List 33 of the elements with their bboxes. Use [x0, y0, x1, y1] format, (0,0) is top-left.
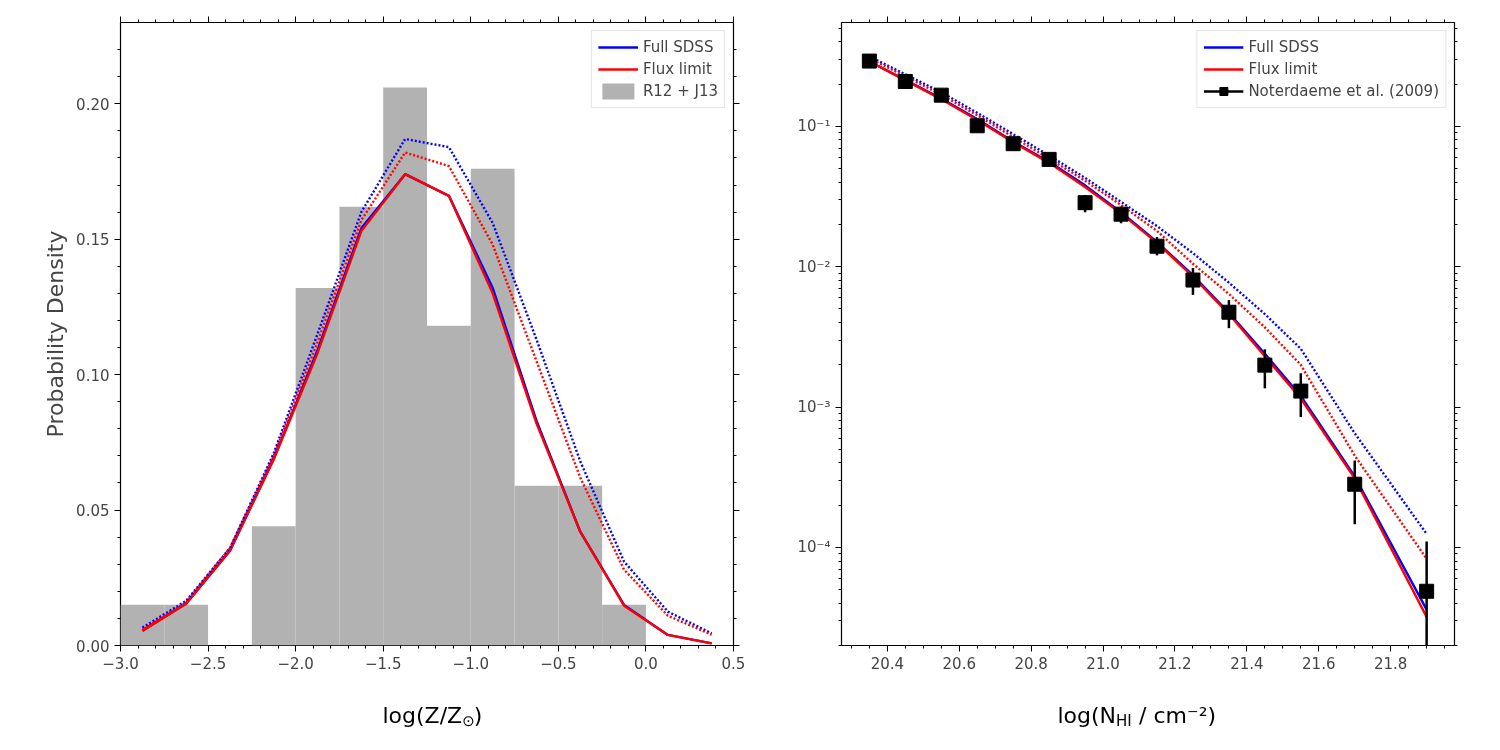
y-tick-label: 10⁻⁴	[797, 538, 831, 557]
x-axis-title: log(Z/Z⊙)	[382, 702, 483, 730]
y-tick-label: 10⁻¹	[797, 117, 831, 136]
x-tick-label: −3.0	[102, 654, 139, 673]
x-tick-label: −1.0	[452, 654, 490, 673]
x-tick-label: −0.5	[540, 654, 577, 673]
legend-label: Flux limit	[642, 60, 712, 78]
x-tick-label: 21.8	[1373, 654, 1408, 673]
x-tick-label: −2.0	[277, 654, 314, 673]
x-tick-label: −2.5	[189, 654, 227, 673]
legend-label: Full SDSS	[642, 38, 714, 56]
legend-label: Noterdaeme et al. (2009)	[1248, 82, 1439, 100]
x-tick-label: 21.2	[1158, 654, 1192, 673]
legend-label: Flux limit	[1248, 60, 1318, 78]
y-tick-label: 10⁻³	[797, 398, 831, 417]
y-tick-label: 0.15	[76, 231, 110, 250]
x-tick-label: 0.5	[721, 654, 746, 673]
x-tick-label: 21.4	[1230, 654, 1264, 673]
y-tick-label: 0.10	[76, 366, 110, 385]
y-tick-label: 0.05	[76, 502, 110, 521]
x-tick-label: 20.8	[1014, 654, 1048, 673]
x-tick-label: 21.0	[1086, 654, 1120, 673]
x-tick-label: 0.0	[634, 654, 658, 673]
legend-label: Full SDSS	[1248, 38, 1319, 56]
x-tick-label: 20.4	[870, 654, 905, 673]
y-tick-label: 0.20	[76, 95, 110, 114]
x-tick-label: 20.6	[942, 654, 976, 673]
legend-label: R12 + J13	[642, 82, 718, 100]
y-tick-label: 10⁻²	[797, 257, 831, 276]
y-tick-label: 0.00	[76, 637, 110, 656]
y-axis-title: Probability Density	[43, 230, 69, 438]
x-tick-label: −1.5	[365, 654, 402, 673]
x-tick-label: 21.6	[1302, 654, 1336, 673]
